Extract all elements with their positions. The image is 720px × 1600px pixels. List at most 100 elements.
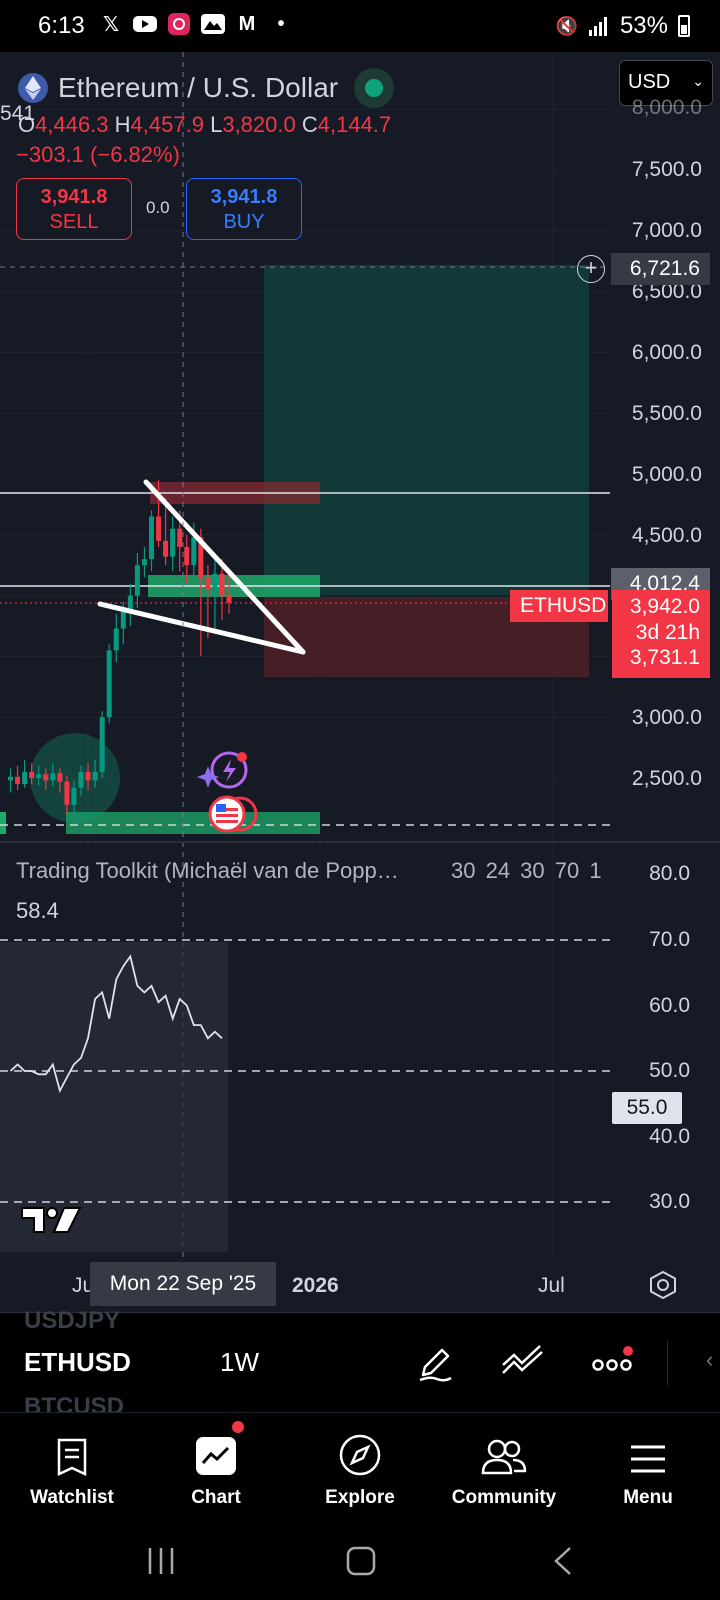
nav-menu[interactable]: Menu bbox=[576, 1413, 720, 1520]
partial-axis-value: 541 bbox=[0, 102, 36, 125]
add-alert-plus-icon[interactable]: + bbox=[577, 255, 605, 283]
time-axis-label: Ju bbox=[72, 1274, 95, 1297]
chart-settings-icon[interactable] bbox=[648, 1270, 678, 1300]
current-price: 3,942.0 bbox=[629, 595, 700, 618]
drawing-pencil-icon[interactable] bbox=[415, 1343, 455, 1383]
indicator-axis-label: 80.0 bbox=[649, 862, 690, 885]
interval-selector[interactable]: 1W bbox=[220, 1347, 259, 1377]
back-icon[interactable] bbox=[552, 1546, 574, 1576]
sell-price: 3,941.8 bbox=[40, 186, 108, 208]
candle bbox=[22, 771, 28, 785]
gallery-icon bbox=[200, 12, 226, 36]
candle bbox=[64, 781, 70, 805]
currency-select[interactable]: USD ⌄ bbox=[619, 60, 713, 106]
candle bbox=[113, 628, 119, 651]
price-axis-label: 7,500.0 bbox=[631, 158, 702, 181]
nav-community[interactable]: Community bbox=[432, 1413, 576, 1520]
nav-chart-label: Chart bbox=[191, 1487, 241, 1508]
indicators-icon[interactable] bbox=[500, 1343, 546, 1383]
indicator-title[interactable]: Trading Toolkit (Michaël van de Popp… bbox=[16, 858, 399, 883]
wedge-upper-trendline bbox=[143, 479, 306, 655]
candle bbox=[184, 546, 190, 566]
candle bbox=[71, 787, 77, 805]
chart-icon bbox=[196, 1437, 236, 1475]
nav-watchlist[interactable]: Watchlist bbox=[0, 1413, 144, 1520]
recent-apps-icon[interactable] bbox=[146, 1546, 176, 1576]
bar-countdown: 3d 21h bbox=[635, 621, 700, 644]
nav-explore[interactable]: Explore bbox=[288, 1413, 432, 1520]
youtube-icon bbox=[132, 12, 158, 36]
news-event-icon bbox=[197, 751, 248, 789]
status-time: 6:13 bbox=[38, 12, 85, 39]
price-axis-label: 8,000.0 bbox=[631, 96, 702, 119]
target-price-tag: 6,721.6 bbox=[611, 253, 710, 285]
time-axis-label: Jul bbox=[538, 1274, 565, 1297]
nav-explore-label: Explore bbox=[325, 1487, 395, 1508]
candle bbox=[163, 540, 169, 557]
candle bbox=[78, 771, 84, 788]
compass-icon bbox=[339, 1434, 381, 1476]
buy-button[interactable]: 3,941.8 BUY bbox=[186, 178, 302, 240]
indicator-params: 30 24 30 70 1 bbox=[451, 858, 602, 883]
toolbar-divider bbox=[667, 1341, 668, 1385]
candle bbox=[120, 611, 126, 629]
system-navigation-bar bbox=[0, 1520, 720, 1600]
symbol-header[interactable]: Ethereum / U.S. Dollar bbox=[18, 68, 395, 108]
signal-icon bbox=[588, 17, 607, 36]
more-options-icon[interactable] bbox=[592, 1343, 634, 1383]
candle bbox=[57, 773, 63, 782]
chart-area[interactable]: Ethereum / U.S. Dollar 541 USD ⌄ O4,446.… bbox=[0, 52, 720, 1312]
candle bbox=[177, 528, 183, 547]
candle bbox=[134, 565, 140, 596]
symbol-price-label: ETHUSD bbox=[510, 590, 608, 622]
price-axis-label: 5,500.0 bbox=[631, 402, 702, 425]
chevron-left-icon[interactable]: ‹ bbox=[706, 1347, 714, 1372]
candle bbox=[36, 774, 42, 778]
candle bbox=[29, 771, 35, 778]
candle bbox=[85, 771, 91, 781]
price-change: −303.1 (−6.82%) bbox=[16, 142, 180, 167]
watchlist-icon bbox=[57, 1438, 87, 1476]
price-axis-label: 6,500.0 bbox=[631, 280, 702, 303]
nav-community-label: Community bbox=[451, 1487, 557, 1508]
price-axis-label: 6,000.0 bbox=[631, 341, 702, 364]
battery-icon bbox=[678, 15, 690, 37]
home-icon[interactable] bbox=[346, 1546, 376, 1576]
indicator-axis-label: 50.0 bbox=[649, 1059, 690, 1082]
mute-icon: 🔇 bbox=[555, 15, 578, 36]
indicator-value: 58.4 bbox=[16, 898, 59, 923]
candle bbox=[191, 537, 197, 566]
indicator-axis-label: 70.0 bbox=[649, 928, 690, 951]
price-axis-label: 3,000.0 bbox=[631, 706, 702, 729]
price-axis-label: 2,500.0 bbox=[631, 767, 702, 790]
candle bbox=[156, 516, 162, 541]
highlight-circle bbox=[30, 733, 120, 823]
candle bbox=[43, 774, 49, 781]
time-axis-label-year: 2026 bbox=[292, 1274, 339, 1297]
ohlc-values: O4,446.3 H4,457.9 L3,820.0 C4,144.7 bbox=[18, 112, 392, 137]
symbol-title[interactable]: Ethereum / U.S. Dollar bbox=[58, 72, 339, 103]
x-icon: 𝕏 bbox=[102, 13, 120, 36]
sell-button[interactable]: 3,941.8 SELL bbox=[16, 178, 132, 240]
battery-percent: 53% bbox=[619, 12, 668, 39]
buy-price: 3,941.8 bbox=[210, 186, 278, 208]
buy-label: BUY bbox=[223, 211, 265, 233]
symbol-prev[interactable]: USDJPY bbox=[24, 1307, 121, 1334]
dot-icon: • bbox=[277, 12, 285, 35]
candle bbox=[205, 577, 211, 590]
us-economic-event-icon bbox=[208, 795, 258, 833]
candle bbox=[8, 776, 13, 781]
indicator-current-tag: 55.0 bbox=[612, 1092, 682, 1124]
sell-label: SELL bbox=[49, 211, 99, 233]
price-axis-label: 4,500.0 bbox=[631, 524, 702, 547]
candle bbox=[106, 650, 112, 718]
candlestick-series bbox=[8, 480, 232, 815]
price-axis-label: 7,000.0 bbox=[631, 219, 702, 242]
chart-canvas[interactable] bbox=[0, 52, 720, 1312]
symbol-selector[interactable]: ETHUSD bbox=[24, 1347, 131, 1377]
price-axis-label: 5,000.0 bbox=[631, 463, 702, 486]
nav-chart[interactable]: Chart bbox=[144, 1413, 288, 1520]
chart-toolbar: USDJPY ETHUSD BTCUSD 1W ‹ bbox=[0, 1307, 720, 1420]
candle bbox=[141, 559, 147, 566]
candle bbox=[92, 771, 98, 781]
